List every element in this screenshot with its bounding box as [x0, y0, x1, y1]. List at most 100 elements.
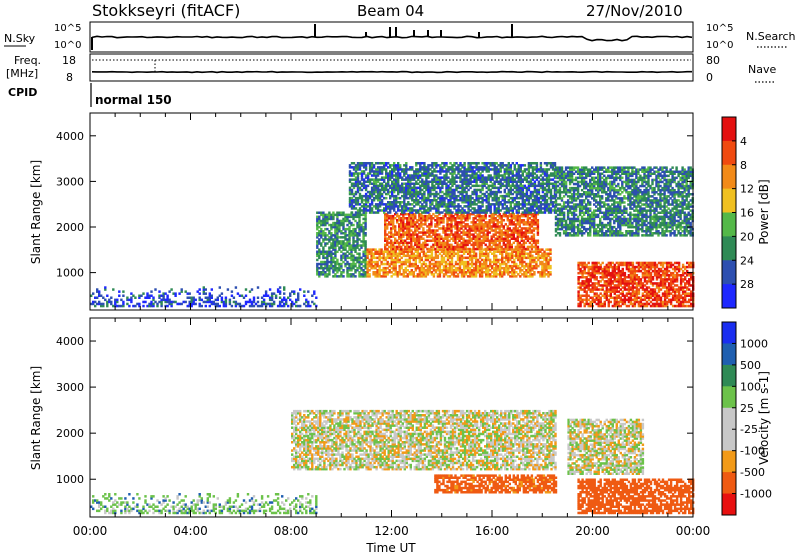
scatter-cell	[362, 211, 366, 214]
scatter-cell	[384, 223, 387, 226]
scatter-cell	[354, 258, 357, 262]
scatter-cell	[360, 262, 363, 266]
scatter-cell	[352, 254, 355, 258]
scatter-cell	[383, 196, 386, 200]
scatter-cell	[541, 264, 544, 268]
scatter-cell	[450, 227, 453, 230]
scatter-cell	[535, 256, 538, 260]
scatter-cell	[440, 260, 444, 264]
scatter-cell	[527, 254, 530, 258]
scatter-cell	[200, 304, 203, 308]
scatter-cell	[262, 300, 266, 304]
scatter-cell	[385, 196, 388, 200]
scatter-cell	[398, 243, 401, 247]
scatter-cell	[364, 205, 368, 208]
scatter-cell	[458, 266, 462, 270]
scatter-cell	[456, 237, 459, 240]
scatter-cell	[395, 199, 398, 202]
scatter-cell	[385, 162, 388, 165]
scatter-cell	[346, 244, 349, 247]
scatter-cell	[148, 294, 151, 297]
scatter-cell	[524, 214, 528, 218]
scatter-cell	[493, 260, 496, 264]
scatter-cell	[478, 219, 481, 222]
scatter-cell	[438, 217, 441, 220]
scatter-cell	[458, 271, 462, 274]
scatter-cell	[418, 223, 421, 226]
scatter-cell	[272, 302, 276, 306]
scatter-cell	[497, 273, 500, 276]
scatter-cell	[428, 262, 432, 266]
scatter-cell	[400, 225, 403, 228]
scatter-cell	[238, 304, 242, 308]
scatter-cell	[364, 209, 368, 212]
scatter-cell	[405, 164, 408, 167]
scatter-cell	[398, 260, 401, 264]
scatter-cell	[393, 199, 396, 202]
scatter-cell	[354, 256, 357, 260]
scatter-cell	[452, 254, 456, 258]
scatter-cell	[352, 227, 355, 231]
scatter-cell	[501, 266, 504, 270]
scatter-cell	[408, 235, 411, 238]
scatter-cell	[418, 225, 421, 228]
scatter-cell	[350, 174, 354, 177]
scatter-cell	[380, 201, 384, 204]
scatter-cell	[350, 201, 354, 204]
scatter-cell	[464, 239, 467, 242]
scatter-cell	[450, 266, 454, 270]
scatter-cell	[393, 184, 396, 188]
scatter-cell	[318, 230, 321, 233]
scatter-cell	[352, 162, 356, 165]
freq-label-line1: Freq.	[14, 54, 41, 67]
scatter-cell	[410, 264, 413, 268]
scatter-cell	[478, 233, 481, 236]
scatter-cell	[543, 266, 546, 270]
scatter-cell	[192, 298, 195, 302]
scatter-cell	[118, 290, 121, 293]
scatter-cell	[354, 269, 357, 272]
scatter-cell	[536, 225, 540, 228]
scatter-cell	[432, 256, 436, 260]
scatter-cell	[352, 238, 355, 241]
scatter-cell	[478, 235, 481, 238]
scatter-cell	[444, 227, 447, 230]
scatter-cell	[412, 245, 415, 249]
scatter-cell	[412, 221, 415, 224]
scatter-cell	[446, 243, 449, 247]
scatter-cell	[399, 186, 402, 190]
scatter-cell	[350, 232, 353, 235]
scatter-cell	[386, 239, 389, 242]
scatter-cell	[418, 237, 421, 240]
scatter-cell	[364, 199, 368, 202]
scatter-cell	[498, 225, 501, 228]
scatter-cell	[484, 214, 487, 218]
scatter-cell	[472, 223, 475, 226]
scatter-cell	[486, 223, 489, 226]
scatter-cell	[356, 199, 360, 202]
scatter-cell	[403, 194, 406, 198]
scatter-cell	[422, 250, 426, 253]
nave-label: Nave	[748, 63, 776, 76]
scatter-cell	[464, 245, 467, 249]
scatter-cell	[385, 184, 388, 188]
scatter-cell	[390, 243, 393, 247]
scatter-cell	[399, 184, 402, 188]
scatter-cell	[502, 231, 505, 234]
scatter-cell	[441, 180, 444, 183]
scatter-cell	[407, 168, 410, 171]
scatter-cell	[460, 225, 463, 228]
scatter-cell	[210, 296, 213, 299]
scatter-cell	[360, 201, 364, 204]
scatter-cell	[344, 219, 347, 223]
scatter-cell	[534, 239, 538, 242]
scatter-cell	[388, 254, 391, 258]
scatter-cell	[130, 300, 133, 304]
scatter-cell	[513, 262, 516, 266]
scatter-cell	[484, 225, 487, 228]
scatter-cell	[326, 242, 329, 245]
scatter-cell	[362, 250, 365, 253]
scatter-cell	[491, 275, 494, 278]
scatter-cell	[460, 271, 464, 274]
scatter-cell	[162, 292, 165, 295]
